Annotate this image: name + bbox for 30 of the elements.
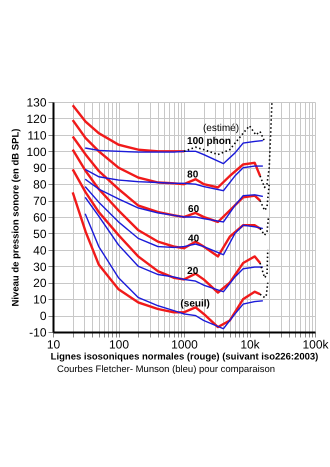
annotation: (seuil) — [180, 298, 210, 310]
y-tick-label: 100 — [26, 144, 47, 159]
y-tick-label: 80 — [33, 178, 47, 192]
x-tick-label: 1000 — [171, 338, 198, 352]
y-tick-label: 10 — [33, 292, 47, 307]
y-tick-label: -10 — [29, 326, 47, 340]
y-tick-label: 90 — [33, 161, 47, 176]
x-tick-label: 100k — [302, 338, 330, 352]
y-tick-label: 30 — [33, 260, 47, 274]
y-tick-label: 130 — [26, 96, 47, 110]
annotation: 20 — [187, 266, 199, 278]
x-axis-title: Lignes isosoniques normales (rouge) (suivant iso226:2003) — [50, 352, 318, 362]
annotation: (estimé) — [202, 123, 240, 134]
x-tick-label: 10k — [240, 338, 261, 352]
annotation: 60 — [188, 204, 200, 215]
y-tick-label: 40 — [33, 243, 47, 258]
y-tick-label: 110 — [27, 128, 47, 142]
text: Courbes Fletcher- Munson (bleu) pour comparaison — [56, 364, 276, 375]
y-tick-label: 70 — [33, 194, 47, 208]
y-axis-title: Niveau de pression sonore (en dB SPL) — [10, 128, 22, 306]
y-tick-label: 0 — [40, 309, 47, 324]
y-tick-label: 120 — [26, 112, 47, 126]
annotation: 40 — [188, 233, 200, 244]
annotation: 100 phon — [187, 136, 231, 147]
annotation: 80 — [187, 169, 199, 180]
x-tick-label: 10 — [46, 338, 60, 352]
y-tick-label: 50 — [33, 226, 47, 241]
y-tick-label: 60 — [33, 210, 47, 224]
x-tick-label: 100 — [108, 338, 130, 352]
y-tick-label: 20 — [33, 276, 47, 290]
